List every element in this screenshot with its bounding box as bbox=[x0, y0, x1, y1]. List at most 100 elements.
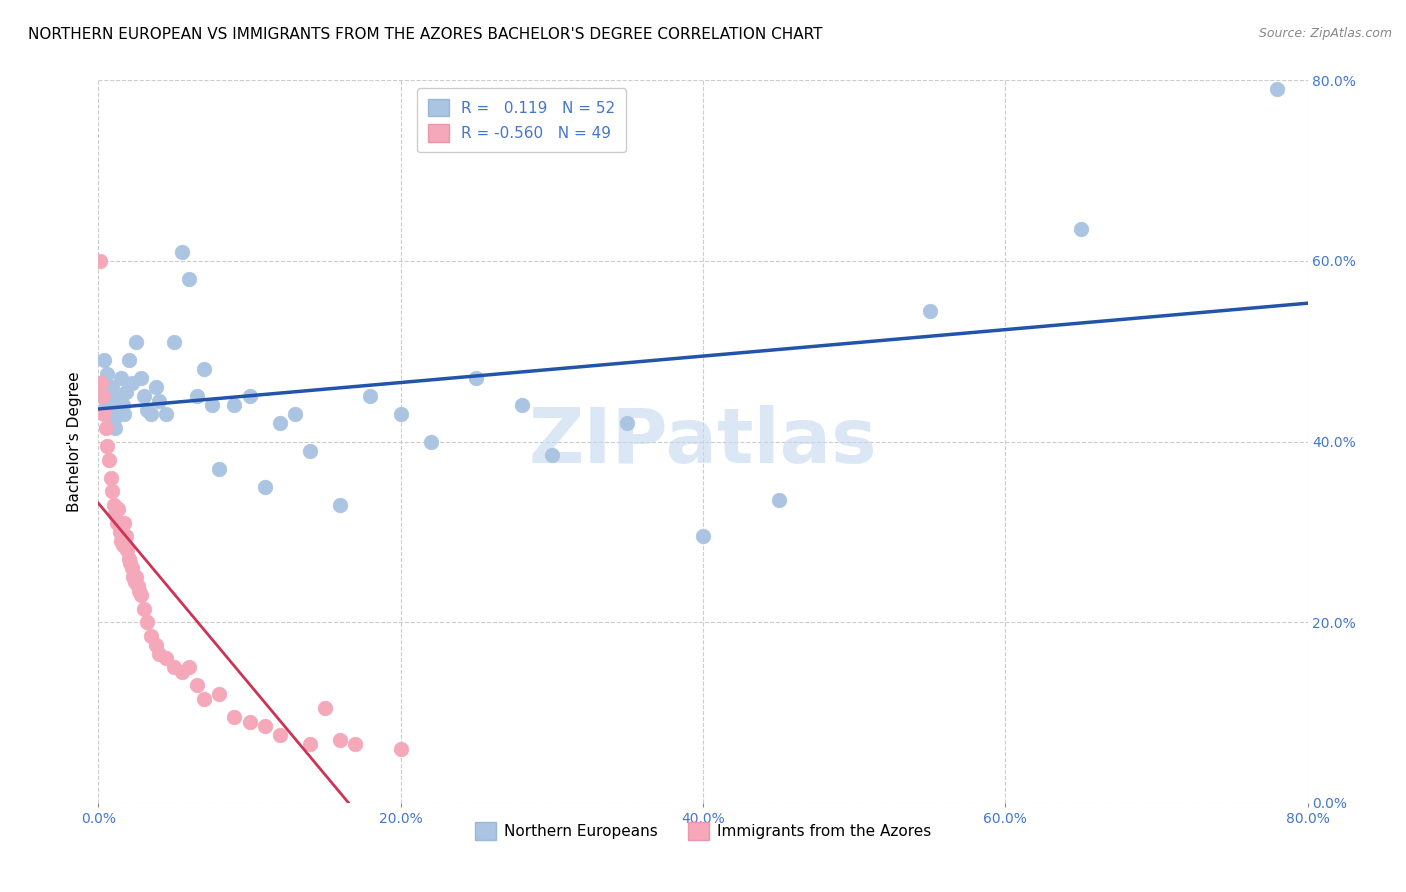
Point bbox=[129, 588, 152, 602]
Point bbox=[201, 398, 224, 412]
Point bbox=[420, 434, 443, 449]
Point bbox=[114, 384, 136, 399]
Point bbox=[91, 384, 114, 399]
Point bbox=[127, 579, 149, 593]
Point bbox=[269, 728, 291, 742]
Point bbox=[224, 398, 246, 412]
Point bbox=[170, 244, 193, 259]
Point bbox=[89, 254, 111, 268]
Point bbox=[132, 389, 155, 403]
Point bbox=[179, 272, 201, 286]
Point bbox=[208, 461, 231, 475]
Point bbox=[104, 421, 127, 435]
Point bbox=[105, 516, 128, 530]
Point bbox=[253, 719, 276, 733]
Point bbox=[110, 371, 132, 385]
Point bbox=[208, 687, 231, 701]
Point bbox=[112, 516, 135, 530]
Point bbox=[96, 439, 118, 453]
Point bbox=[98, 393, 121, 408]
Point bbox=[101, 380, 124, 394]
Text: Source: ZipAtlas.com: Source: ZipAtlas.com bbox=[1258, 27, 1392, 40]
Point bbox=[314, 701, 336, 715]
Point bbox=[122, 570, 145, 584]
Point bbox=[103, 412, 125, 426]
Point bbox=[360, 389, 382, 403]
Point bbox=[299, 737, 322, 751]
Point bbox=[124, 574, 146, 589]
Point bbox=[141, 408, 163, 422]
Point bbox=[120, 557, 142, 571]
Point bbox=[170, 665, 193, 679]
Point bbox=[768, 493, 790, 508]
Point bbox=[1267, 82, 1289, 96]
Point bbox=[329, 498, 352, 512]
Point bbox=[108, 524, 131, 539]
Point bbox=[179, 660, 201, 674]
Text: ZIPatlas: ZIPatlas bbox=[529, 405, 877, 478]
Point bbox=[163, 335, 186, 350]
Point bbox=[121, 561, 143, 575]
Point bbox=[389, 408, 412, 422]
Point bbox=[93, 408, 115, 422]
Point bbox=[239, 714, 262, 729]
Point bbox=[125, 570, 148, 584]
Text: NORTHERN EUROPEAN VS IMMIGRANTS FROM THE AZORES BACHELOR'S DEGREE CORRELATION CH: NORTHERN EUROPEAN VS IMMIGRANTS FROM THE… bbox=[28, 27, 823, 42]
Point bbox=[111, 538, 134, 552]
Point bbox=[103, 498, 125, 512]
Point bbox=[118, 552, 141, 566]
Point bbox=[692, 529, 714, 543]
Point bbox=[465, 371, 488, 385]
Point bbox=[918, 303, 941, 318]
Point bbox=[224, 710, 246, 724]
Point bbox=[129, 371, 152, 385]
Point bbox=[148, 647, 170, 661]
Point bbox=[112, 408, 135, 422]
Point bbox=[135, 615, 157, 630]
Point bbox=[145, 380, 167, 394]
Point bbox=[135, 403, 157, 417]
Point bbox=[94, 421, 117, 435]
Point bbox=[253, 480, 276, 494]
Point bbox=[163, 660, 186, 674]
Point bbox=[100, 408, 122, 422]
Point bbox=[1070, 222, 1092, 236]
Legend: Northern Europeans, Immigrants from the Azores: Northern Europeans, Immigrants from the … bbox=[468, 816, 938, 846]
Point bbox=[155, 408, 177, 422]
Point bbox=[107, 502, 129, 516]
Point bbox=[193, 362, 215, 376]
Point bbox=[344, 737, 367, 751]
Point bbox=[389, 741, 412, 756]
Point bbox=[239, 389, 262, 403]
Point bbox=[148, 393, 170, 408]
Y-axis label: Bachelor's Degree: Bachelor's Degree bbox=[67, 371, 83, 512]
Point bbox=[93, 353, 115, 368]
Point bbox=[107, 403, 129, 417]
Point bbox=[193, 692, 215, 706]
Point bbox=[115, 542, 138, 557]
Point bbox=[132, 601, 155, 615]
Point bbox=[98, 452, 121, 467]
Point bbox=[90, 376, 112, 390]
Point bbox=[616, 417, 638, 431]
Point bbox=[101, 484, 124, 499]
Point bbox=[186, 678, 208, 692]
Point bbox=[105, 389, 128, 403]
Point bbox=[186, 389, 208, 403]
Point bbox=[90, 376, 112, 390]
Point bbox=[121, 376, 143, 390]
Point bbox=[110, 533, 132, 548]
Point bbox=[269, 417, 291, 431]
Point bbox=[145, 638, 167, 652]
Point bbox=[111, 398, 134, 412]
Point bbox=[540, 448, 562, 462]
Point bbox=[141, 629, 163, 643]
Point bbox=[104, 507, 127, 521]
Point bbox=[94, 398, 117, 412]
Point bbox=[299, 443, 322, 458]
Point bbox=[510, 398, 533, 412]
Point bbox=[128, 583, 150, 598]
Point bbox=[284, 408, 307, 422]
Point bbox=[125, 335, 148, 350]
Point bbox=[100, 471, 122, 485]
